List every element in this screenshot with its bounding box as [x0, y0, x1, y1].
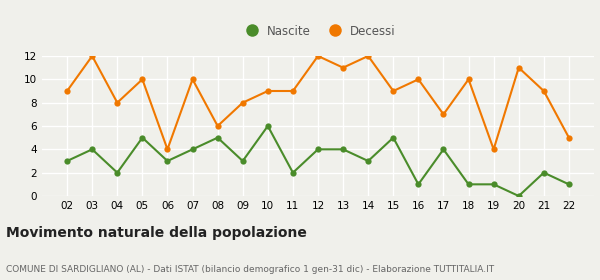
Nascite: [189, 148, 196, 151]
Nascite: [440, 148, 447, 151]
Decessi: [239, 101, 247, 104]
Nascite: [214, 136, 221, 139]
Nascite: [139, 136, 146, 139]
Nascite: [540, 171, 547, 174]
Decessi: [289, 89, 296, 93]
Nascite: [289, 171, 296, 174]
Decessi: [415, 78, 422, 81]
Decessi: [164, 148, 171, 151]
Nascite: [314, 148, 322, 151]
Decessi: [214, 124, 221, 128]
Nascite: [465, 183, 472, 186]
Nascite: [264, 124, 271, 128]
Nascite: [389, 136, 397, 139]
Decessi: [139, 78, 146, 81]
Decessi: [314, 54, 322, 58]
Decessi: [264, 89, 271, 93]
Nascite: [490, 183, 497, 186]
Nascite: [340, 148, 347, 151]
Line: Decessi: Decessi: [64, 53, 572, 152]
Nascite: [365, 159, 372, 163]
Decessi: [64, 89, 71, 93]
Decessi: [465, 78, 472, 81]
Decessi: [565, 136, 572, 139]
Nascite: [64, 159, 71, 163]
Nascite: [515, 194, 523, 198]
Decessi: [189, 78, 196, 81]
Nascite: [164, 159, 171, 163]
Nascite: [89, 148, 96, 151]
Legend: Nascite, Decessi: Nascite, Decessi: [235, 20, 401, 42]
Decessi: [490, 148, 497, 151]
Nascite: [565, 183, 572, 186]
Nascite: [415, 183, 422, 186]
Decessi: [365, 54, 372, 58]
Nascite: [239, 159, 247, 163]
Decessi: [340, 66, 347, 69]
Decessi: [440, 113, 447, 116]
Text: Movimento naturale della popolazione: Movimento naturale della popolazione: [6, 226, 307, 240]
Text: COMUNE DI SARDIGLIANO (AL) - Dati ISTAT (bilancio demografico 1 gen-31 dic) - El: COMUNE DI SARDIGLIANO (AL) - Dati ISTAT …: [6, 265, 494, 274]
Decessi: [515, 66, 523, 69]
Line: Nascite: Nascite: [64, 123, 572, 199]
Decessi: [113, 101, 121, 104]
Decessi: [389, 89, 397, 93]
Decessi: [89, 54, 96, 58]
Decessi: [540, 89, 547, 93]
Nascite: [113, 171, 121, 174]
